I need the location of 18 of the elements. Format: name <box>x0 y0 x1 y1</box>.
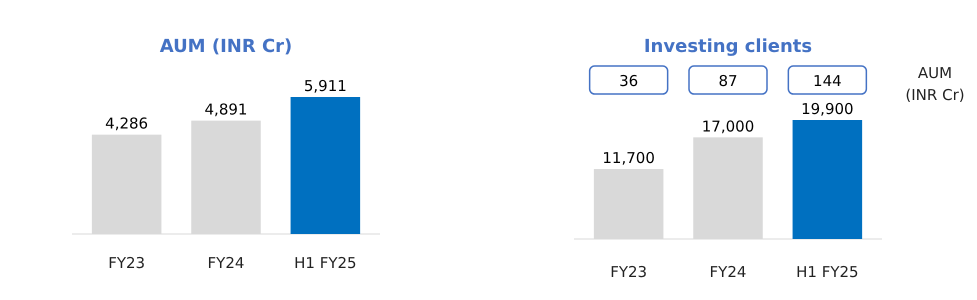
data-label: 17,000 <box>702 117 754 136</box>
data-label: 4,286 <box>105 114 148 133</box>
x-tick-label: FY23 <box>610 263 648 281</box>
chart-title: Investing clients <box>644 36 812 57</box>
x-tick-label: FY23 <box>108 254 146 272</box>
text: AUM (INR Cr) <box>905 64 965 104</box>
x-tick-label: FY24 <box>208 254 244 272</box>
data-label: 4,891 <box>204 100 248 119</box>
value-box: 36 <box>588 65 668 95</box>
value-box: 87 <box>688 65 768 95</box>
x-tick-label: FY24 <box>710 263 746 281</box>
x-tick-label: H1 FY25 <box>796 263 859 281</box>
chart-title: AUM (INR Cr) <box>160 36 292 57</box>
data-label: 19,900 <box>801 100 854 118</box>
x-tick-label: H1 FY25 <box>294 254 357 272</box>
value-box: 144 <box>788 65 868 95</box>
data-label: 11,700 <box>602 149 655 168</box>
data-label: 5,911 <box>304 77 347 95</box>
